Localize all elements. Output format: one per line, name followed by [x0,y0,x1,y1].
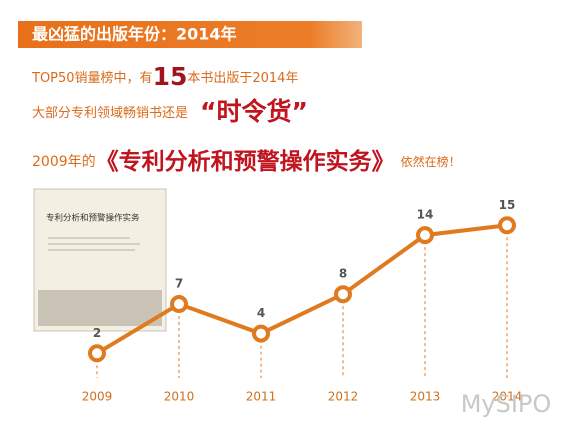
data-label: 14 [417,208,434,222]
line-3-highlight: 《专利分析和预警操作实务》 [96,148,395,175]
line-2-highlight: “时令货” [200,97,308,126]
data-point [252,324,270,343]
data-label: 8 [339,267,347,281]
line-1: TOP50销量榜中，有15本书出版于2014年 [31,62,298,91]
x-tick-label: 2010 [164,390,195,404]
book-band [38,290,162,326]
line-2-text: 大部分专利领域畅销书还是 [32,106,188,121]
data-label: 15 [499,198,516,212]
data-point [334,285,352,304]
line-3-text: 依然在榜！ [401,154,461,169]
data-point [498,216,516,235]
data-line [95,223,508,356]
book-cover: 专利分析和预警操作实务 [33,188,167,332]
line-1-text: 本书出版于2014年 [187,71,298,86]
x-tick-label: 2012 [328,390,359,404]
x-tick-label: 2009 [82,390,113,404]
banner-title: 最凶猛的出版年份：2014年 [32,25,237,44]
line-1-text: TOP50销量榜中，有 [31,70,153,86]
line-1-highlight: 15 [153,62,188,91]
data-point [170,295,188,314]
x-tick-label: 2013 [410,390,441,404]
watermark: MySIPO [461,390,552,418]
banner-bg [18,21,362,48]
data-label: 2 [93,326,101,340]
x-tick-label: 2011 [246,390,277,404]
data-point [416,226,434,245]
data-label: 4 [257,306,265,320]
line-3-text: 2009年的 [32,154,96,170]
x-tick-label: 2014 [492,390,523,404]
book-title: 专利分析和预警操作实务 [46,213,140,224]
data-point [88,344,106,363]
line-3: 2009年的《专利分析和预警操作实务》 依然在榜！ [32,148,461,175]
data-label: 7 [175,277,183,291]
line-2: 大部分专利领域畅销书还是 “时令货” [32,97,308,126]
